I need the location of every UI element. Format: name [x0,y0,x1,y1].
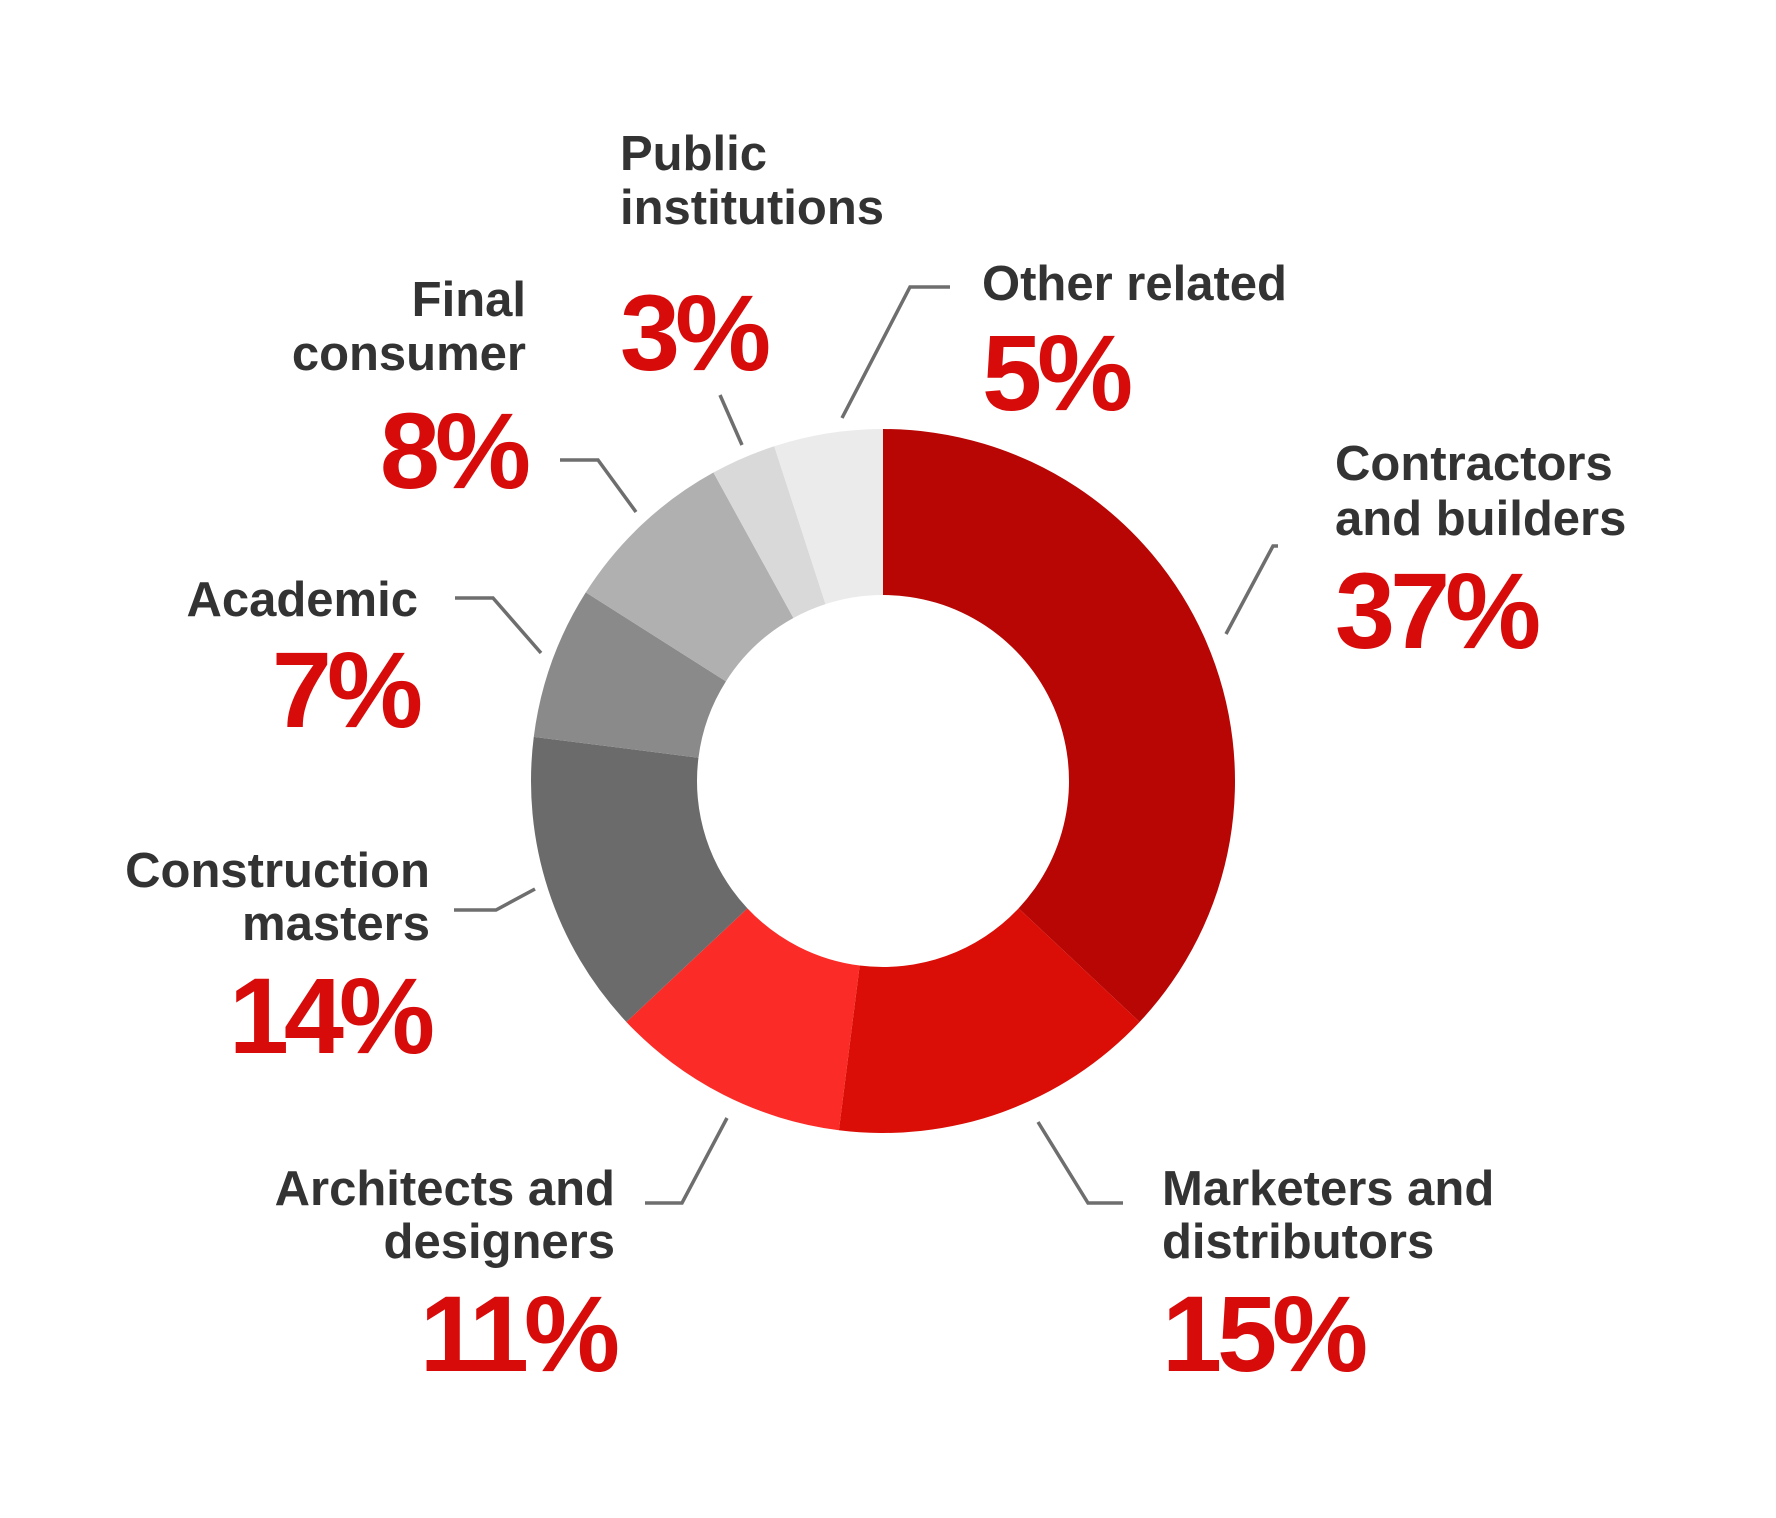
slice-label-other-related-line-1: Other related [982,257,1287,311]
slice-label-marketers-and-distributors-line-1: Marketers and [1162,1162,1494,1216]
slice-construction-masters [531,736,748,1022]
slice-label-architects-and-designers-line-1: Architects and [275,1162,615,1216]
donut-slices [531,429,1235,1133]
slice-label-academic-line-1: Academic [186,573,418,627]
leader-lines [454,285,1278,1205]
slice-label-final-consumer-line-1: Final [412,273,526,327]
slice-label-public-institutions-line-2: institutions [620,181,884,235]
slice-value-final-consumer: 8% [380,390,529,511]
leader-line-construction-masters [454,887,536,912]
slice-value-public-institutions: 3% [620,272,769,393]
slice-label-contractors-and-builders-line-2: and builders [1335,492,1626,546]
slice-contractors-and-builders [883,429,1235,1022]
slice-academic [533,592,726,758]
leader-line-other-related [840,285,950,419]
slice-public-institutions [713,446,826,619]
slice-value-academic: 7% [272,629,421,750]
slice-value-contractors-and-builders: 37% [1335,550,1539,671]
slice-other-related [774,429,883,605]
slice-label-architects-and-designers-line-2: designers [384,1215,615,1269]
leader-line-architects-and-designers [645,1117,729,1205]
slice-final-consumer [585,472,794,682]
slice-architects-and-designers [626,908,860,1131]
leader-line-contractors-and-builders [1224,544,1278,635]
slice-label-public-institutions-line-1: Public [620,127,767,181]
slice-marketers-and-distributors [838,908,1140,1133]
slice-value-other-related: 5% [982,312,1131,433]
slice-label-final-consumer-line-2: consumer [292,327,526,381]
slice-value-construction-masters: 14% [229,955,433,1076]
slice-value-architects-and-designers: 11% [420,1273,618,1394]
slice-label-marketers-and-distributors-line-2: distributors [1162,1215,1434,1269]
slice-label-construction-masters-line-1: Construction [125,844,430,898]
slice-value-marketers-and-distributors: 15% [1162,1273,1366,1394]
slice-label-contractors-and-builders-line-1: Contractors [1335,437,1613,491]
leader-line-marketers-and-distributors [1036,1121,1123,1205]
slice-label-construction-masters-line-2: masters [242,897,430,951]
leader-line-final-consumer [560,458,638,514]
leader-line-academic [455,596,543,655]
leader-line-public-institutions [718,394,744,446]
